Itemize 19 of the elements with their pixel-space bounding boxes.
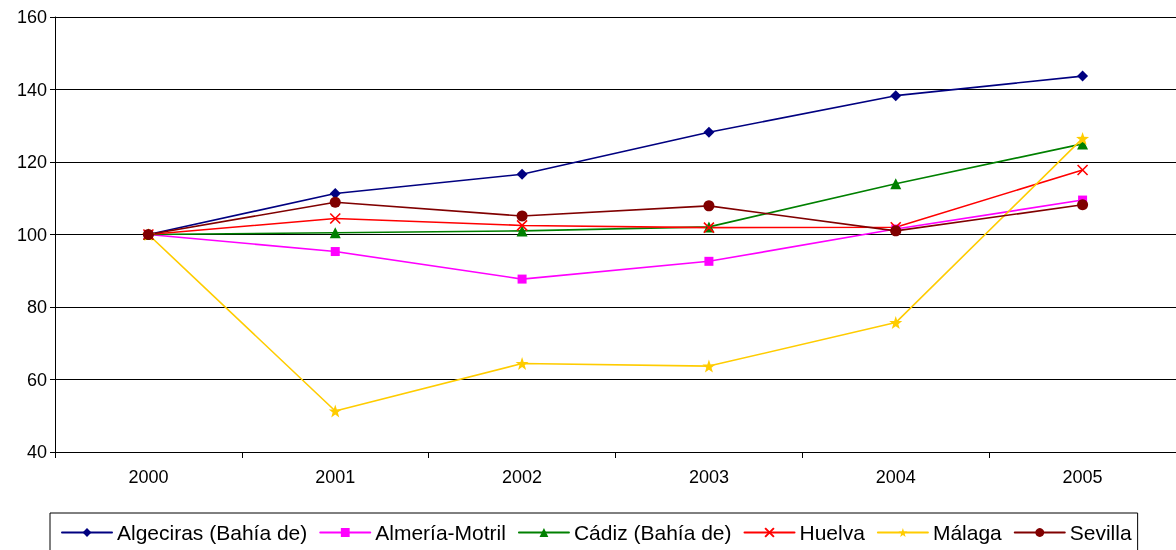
y-tick-label: 80 — [26, 297, 47, 317]
x-tick-label: 2000 — [128, 467, 169, 487]
y-tick-label: 40 — [26, 442, 47, 462]
legend-label: Málaga — [932, 521, 1003, 544]
x-tick-label: 2005 — [1062, 467, 1103, 487]
x-tick-label: 2001 — [315, 467, 356, 487]
legend-label: Huelva — [799, 521, 866, 544]
y-tick-label: 160 — [16, 7, 47, 27]
legend-label: Almería-Motril — [375, 521, 506, 544]
y-tick-label: 140 — [16, 79, 47, 100]
legend-label: Sevilla — [1069, 521, 1132, 544]
y-tick-label: 100 — [16, 224, 47, 245]
legend-label: Algeciras (Bahía de) — [117, 521, 308, 544]
x-tick-label: 2004 — [875, 467, 916, 487]
y-tick-label: 60 — [26, 369, 47, 390]
legend-label: Cádiz (Bahía de) — [573, 521, 732, 544]
y-tick-label: 120 — [16, 152, 47, 172]
x-tick-label: 2002 — [502, 467, 543, 487]
x-tick-label: 2003 — [688, 467, 729, 487]
